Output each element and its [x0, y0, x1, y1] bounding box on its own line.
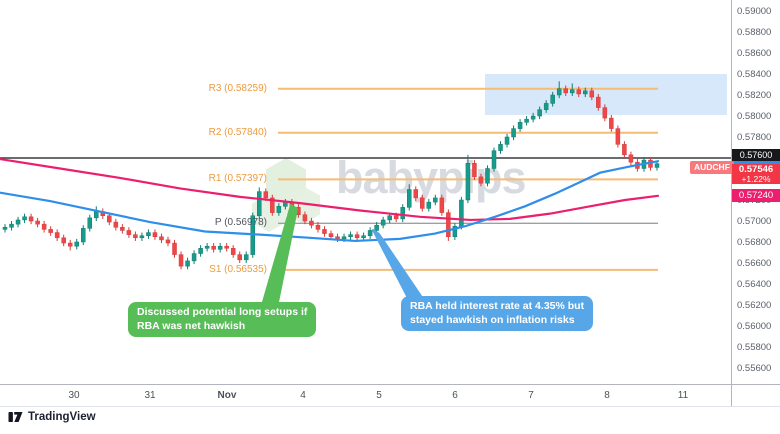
last-price-change: +1.22%: [741, 173, 771, 184]
price-tick-label: 0.56400: [737, 278, 772, 290]
price-tick-label: 0.58800: [737, 26, 772, 38]
blue-moving-average[interactable]: [0, 160, 660, 243]
axis-borders: [0, 0, 780, 407]
black-line-price-badge: 0.57600: [732, 149, 780, 161]
time-tick-label: 7: [528, 390, 534, 401]
blue-ma-price-badge: [732, 161, 780, 164]
callout-line: RBA held interest rate at 4.35% but: [410, 300, 585, 312]
price-tick-label: 0.56800: [737, 236, 772, 248]
pink-ma-price-badge: 0.57240: [732, 189, 780, 202]
tradingview-attribution[interactable]: TradingView: [8, 410, 96, 424]
pivot-label-r1: R1 (0.57397): [208, 173, 267, 185]
price-tick-label: 0.55800: [737, 341, 772, 353]
price-tick-label: 0.59000: [737, 5, 772, 17]
pink-moving-average[interactable]: [0, 157, 660, 222]
price-tick-label: 0.56600: [737, 257, 772, 269]
symbol-price-line-chip: AUDCHF: [690, 161, 734, 174]
last-price-value: 0.57546: [738, 163, 774, 175]
price-tick-label: 0.57800: [737, 131, 772, 143]
time-tick-label: 5: [376, 390, 382, 401]
pivot-label-s1: S1 (0.56535): [209, 263, 267, 275]
tradingview-brand-text: TradingView: [28, 411, 96, 423]
time-tick-label: 30: [68, 390, 80, 401]
price-tick-label: 0.58200: [737, 89, 772, 101]
callout-line: Discussed potential long setups if: [137, 306, 308, 318]
price-tick-label: 0.55600: [737, 362, 772, 374]
tradingview-logo-icon: [8, 412, 23, 422]
time-tick-label: 11: [677, 390, 689, 401]
pivot-label-r2: R2 (0.57840): [208, 126, 267, 138]
blue-annotation-callout[interactable]: RBA held interest rate at 4.35% but stay…: [401, 296, 594, 331]
green-callout-arrow[interactable]: [262, 204, 298, 303]
time-tick-label: 8: [604, 390, 610, 401]
price-tick-label: 0.56200: [737, 299, 772, 311]
price-tick-label: 0.57000: [737, 215, 772, 227]
price-tick-label: 0.58600: [737, 47, 772, 59]
time-tick-label: 31: [144, 390, 156, 401]
time-tick-label: Nov: [217, 390, 237, 401]
time-tick-label: 6: [452, 390, 458, 401]
time-tick-label: 4: [300, 390, 306, 401]
pivot-label-p: P (0.56978): [214, 217, 267, 229]
callout-line: stayed hawkish on inflation risks: [410, 313, 575, 326]
price-tick-label: 0.58400: [737, 68, 772, 80]
callout-line: RBA was net hawkish: [137, 319, 246, 332]
pivot-label-r3: R3 (0.58259): [208, 82, 267, 94]
price-tick-label: 0.56000: [737, 320, 772, 332]
price-tick-label: 0.58000: [737, 110, 772, 122]
last-price-badge: 0.57546 +1.22%: [732, 163, 780, 184]
green-annotation-callout[interactable]: Discussed potential long setups if RBA w…: [128, 302, 317, 337]
